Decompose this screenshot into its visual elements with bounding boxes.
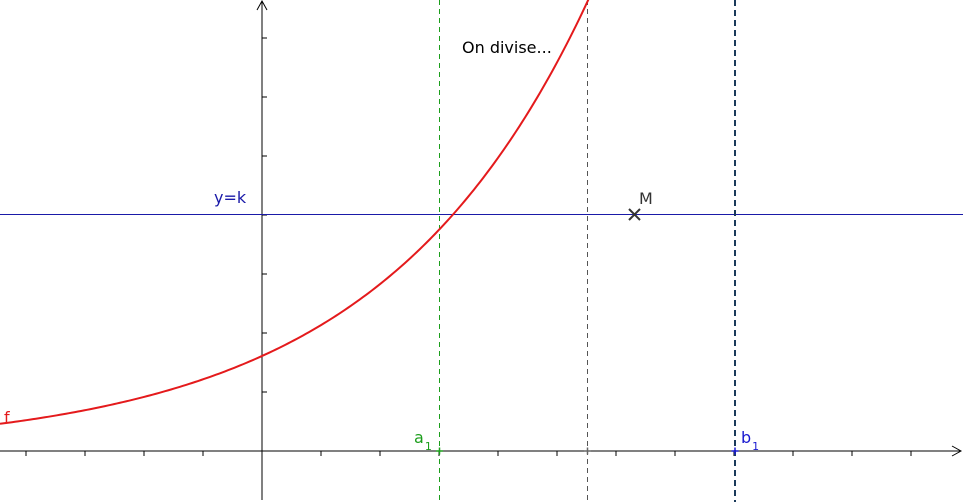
point-m-cross: [628, 208, 641, 221]
curve-f: [0, 0, 590, 425]
curve-f-label: f: [4, 408, 10, 427]
point-b1-marker: [731, 447, 739, 455]
point-m-label: M: [639, 189, 653, 208]
x-axis: [0, 445, 963, 457]
y-axis: [256, 0, 268, 500]
x-axis-ticks: [25, 451, 912, 456]
point-midpoint-marker: [584, 447, 591, 455]
point-b1-label: b1: [741, 428, 759, 453]
caption-text: On divise...: [462, 38, 552, 57]
line-y-equals-k-label: y=k: [214, 188, 247, 207]
point-a1-marker: [436, 447, 443, 455]
point-a1-label: a1: [414, 428, 432, 453]
